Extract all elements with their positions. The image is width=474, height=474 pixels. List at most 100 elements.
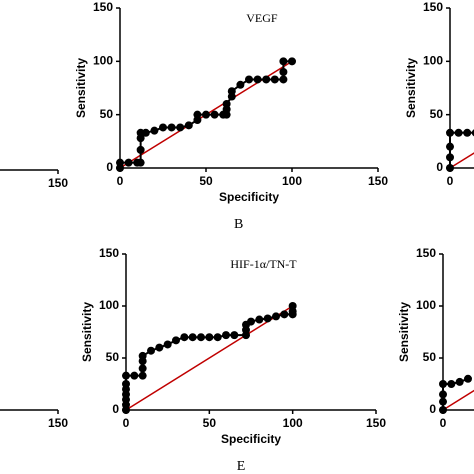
roc-point [471, 129, 474, 137]
chart-title: HIF-1α/TN-T [230, 257, 297, 271]
x-tick-label: 50 [203, 416, 217, 430]
roc-point [455, 377, 464, 386]
x-tick-label: 100 [282, 174, 302, 188]
y-tick-label: 100 [93, 54, 113, 68]
roc-point [150, 126, 159, 135]
x-tick-label: 150 [368, 174, 388, 188]
roc-point [155, 343, 164, 352]
x-tick-label: 0 [123, 416, 130, 430]
y-tick-label: 50 [100, 107, 114, 121]
roc-point [230, 331, 239, 340]
roc-point [288, 302, 297, 310]
roc-point [147, 346, 155, 355]
x-tick-label: 150 [48, 176, 68, 190]
roc-point [245, 75, 253, 84]
y-tick-label: 0 [106, 160, 113, 174]
roc-point [262, 75, 271, 84]
roc-point [439, 406, 447, 414]
roc-point [138, 371, 147, 380]
roc-point [163, 340, 172, 349]
x-tick-label: 150 [366, 416, 386, 430]
roc-point [247, 317, 255, 326]
roc-point [202, 110, 210, 119]
y-axis-label: Sensitivity [80, 302, 94, 362]
reference-line [125, 305, 294, 411]
x-tick-label: 0 [117, 174, 124, 188]
roc-point [197, 333, 205, 342]
panel-label: E [237, 459, 246, 474]
roc-point [263, 314, 272, 323]
y-tick-label: 50 [423, 350, 437, 364]
y-tick-label: 150 [93, 0, 113, 14]
y-tick-label: 0 [436, 160, 443, 174]
roc-point [188, 333, 197, 342]
roc-point [446, 142, 454, 151]
roc-point [130, 371, 139, 380]
y-tick-label: 100 [99, 298, 119, 312]
roc-point [279, 57, 288, 66]
y-axis-label: Sensitivity [404, 58, 418, 118]
roc-line [449, 131, 474, 168]
roc-point [280, 310, 289, 319]
roc-point [439, 397, 447, 406]
roc-point [210, 110, 219, 119]
roc-point [222, 100, 231, 108]
x-axis-label: Specificity [221, 432, 281, 446]
y-tick-label: 100 [416, 298, 436, 312]
roc-point [447, 380, 456, 388]
roc-point [205, 333, 214, 342]
x-tick-label: 0 [447, 174, 454, 188]
roc-point [116, 158, 124, 167]
x-tick-label: 150 [48, 416, 68, 430]
roc-point [180, 333, 189, 342]
x-tick-label: 50 [199, 174, 213, 188]
roc-point [176, 123, 185, 132]
x-tick-label: 100 [283, 416, 303, 430]
y-tick-label: 0 [112, 402, 119, 416]
roc-line [125, 306, 294, 410]
y-axis-label: Sensitivity [74, 58, 88, 118]
roc-point [279, 68, 288, 76]
y-tick-label: 50 [430, 107, 444, 121]
roc-point [141, 128, 150, 137]
x-tick-label: 0 [440, 416, 447, 430]
roc-point [439, 390, 447, 399]
roc-point [272, 312, 280, 321]
roc-point [464, 374, 472, 383]
roc-point [446, 128, 454, 137]
roc-point [446, 164, 454, 172]
y-tick-label: 150 [423, 0, 443, 14]
y-tick-label: 150 [99, 246, 119, 260]
roc-point [167, 123, 176, 132]
roc-point [288, 57, 296, 66]
roc-point [124, 158, 133, 167]
y-tick-label: 0 [429, 402, 436, 416]
y-tick-label: 50 [106, 350, 120, 364]
roc-point [138, 364, 147, 373]
reference-line [442, 389, 474, 411]
roc-point [122, 380, 130, 388]
reference-line [449, 152, 474, 169]
roc-point [236, 80, 245, 89]
y-tick-label: 150 [416, 246, 436, 260]
roc-point [253, 75, 262, 84]
roc-point [159, 123, 167, 132]
roc-point [193, 110, 202, 119]
roc-point [122, 371, 130, 380]
y-axis-label: Sensitivity [397, 302, 411, 362]
roc-point [255, 315, 264, 324]
roc-point [270, 75, 279, 84]
roc-point [454, 128, 463, 137]
panel-label: B [234, 217, 243, 232]
roc-point [439, 380, 447, 388]
roc-point [279, 75, 288, 84]
roc-point [136, 145, 145, 154]
roc-point [136, 158, 145, 167]
roc-point [184, 121, 193, 130]
roc-point [227, 87, 236, 96]
chart-title: VEGF [246, 11, 278, 25]
x-axis-label: Specificity [219, 190, 279, 204]
roc-point [172, 336, 180, 345]
roc-point [213, 333, 222, 342]
